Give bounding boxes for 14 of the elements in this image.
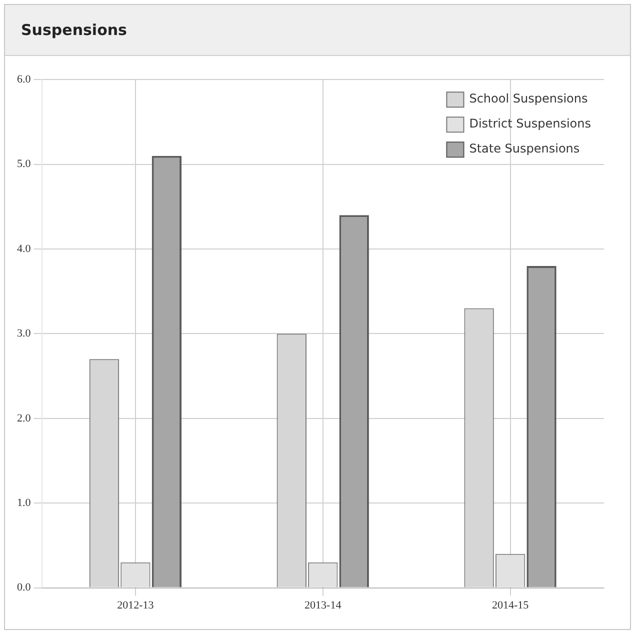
y-tick-label: 3.0: [17, 328, 32, 340]
y-tick-label: 1.0: [17, 496, 32, 509]
y-tick-label: 6.0: [17, 73, 32, 86]
y-tick-label: 5.0: [17, 158, 32, 170]
y-tick-label: 4.0: [17, 242, 32, 255]
y-tick-label: 2.0: [17, 412, 32, 424]
legend-label: State Suspensions: [469, 142, 580, 156]
legend-label: District Suspensions: [469, 116, 591, 131]
y-tick-label: 0.0: [17, 582, 32, 594]
x-tick-label: 2014-15: [492, 599, 530, 612]
chart-title: Suspensions: [5, 5, 630, 56]
x-tick-label: 2013-14: [304, 599, 342, 612]
legend-label: School Suspensions: [469, 92, 588, 106]
x-tick-label: 2012-13: [117, 599, 154, 612]
